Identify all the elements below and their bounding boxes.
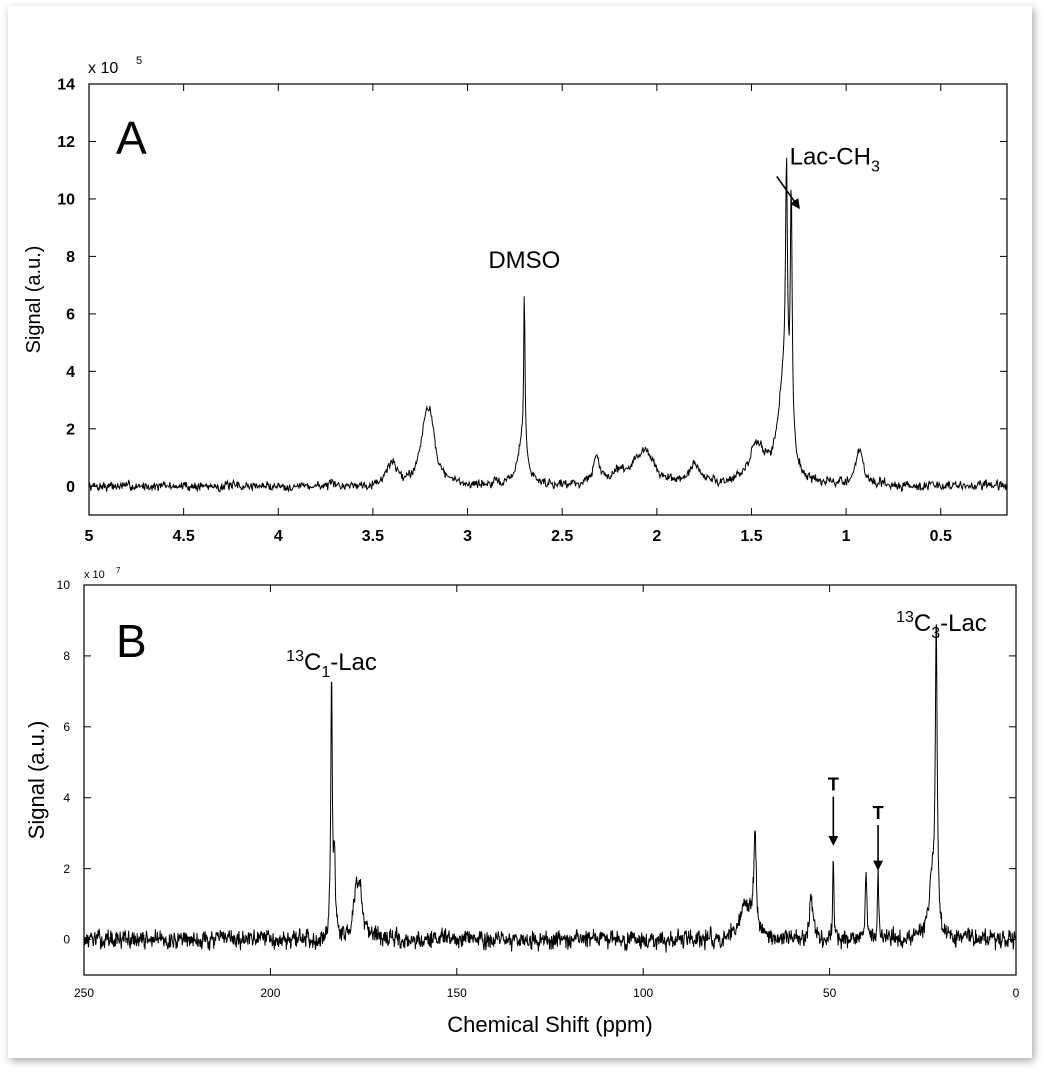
y-axis-label: Signal (a.u.): [23, 246, 45, 354]
y-multiplier: x 10 7: [84, 566, 121, 581]
x-tick-label: 0: [1013, 986, 1020, 1000]
plot-area-frame: [88, 83, 1008, 516]
x-tick-label: 3: [463, 528, 472, 545]
x-tick-label: 4.5: [173, 528, 195, 545]
y-multiplier-exponent: 7: [116, 566, 121, 575]
panel-a: A x 10 5 5 4.5 4 3.5 3 2.5 2 1.5 1 0.5 0 2 4 6 8 10 12 14…: [23, 55, 1008, 545]
peak-annotation: 13C1-Lac: [286, 648, 377, 681]
x-tick-label: 3.5: [362, 528, 384, 545]
x-tick-label: 1: [842, 528, 851, 545]
y-tick-label: 4: [63, 791, 70, 805]
x-tick-label: 4: [274, 528, 283, 545]
y-tick-label: 2: [63, 862, 70, 876]
y-tick-label: 12: [57, 134, 75, 151]
y-multiplier-exponent: 5: [136, 55, 142, 67]
peak-annotation: DMSO: [488, 247, 560, 274]
x-tick-label: 5: [85, 528, 94, 545]
y-tick-label: 0: [63, 933, 70, 947]
spectra-figure: A x 10 5 5 4.5 4 3.5 3 2.5 2 1.5 1 0.5 0 2 4 6 8 10 12 14…: [23, 55, 1020, 1037]
y-multiplier-base: x 10: [84, 569, 105, 581]
spectrum-trace: [83, 624, 1017, 953]
y-tick-label: 2: [66, 421, 75, 438]
y-tick-label: 14: [57, 77, 75, 94]
peak-annotation: T: [828, 775, 839, 795]
y-tick-label: 10: [57, 578, 71, 592]
annotation-arrow: [776, 175, 800, 210]
y-multiplier-base: x 10: [88, 60, 118, 77]
y-multiplier: x 10 5: [88, 55, 142, 77]
x-tick-label: 0.5: [930, 528, 952, 545]
x-tick-label: 250: [74, 986, 94, 1000]
panel-b: B x 10 7 250 200 150 100 50 0 0 2 4 6 8 10 Signal (a…: [24, 566, 1020, 1037]
peak-annotation: Lac-CH3: [790, 143, 880, 175]
y-tick-label: 6: [66, 306, 75, 323]
y-tick-label: 10: [57, 192, 75, 209]
x-tick-label: 2: [652, 528, 661, 545]
x-axis-label: Chemical Shift (ppm): [447, 1012, 652, 1037]
x-tick-label: 2.5: [551, 528, 573, 545]
x-tick-label: 1.5: [740, 528, 762, 545]
y-tick-label: 6: [63, 720, 70, 734]
figure-frame: A x 10 5 5 4.5 4 3.5 3 2.5 2 1.5 1 0.5 0 2 4 6 8 10 12 14…: [8, 6, 1032, 1058]
x-tick-label: 200: [260, 986, 280, 1000]
y-tick-label: 0: [66, 479, 75, 496]
peak-annotation: 13C3-Lac: [896, 609, 987, 642]
spectrum-trace: [88, 157, 1008, 493]
y-tick-label: 8: [63, 649, 70, 663]
panel-label: A: [116, 112, 147, 164]
x-tick-label: 100: [633, 986, 653, 1000]
x-tick-label: 50: [823, 986, 837, 1000]
peak-annotation: T: [873, 803, 884, 823]
x-tick-label: 150: [447, 986, 467, 1000]
panel-label: B: [116, 615, 147, 667]
y-tick-label: 8: [66, 249, 75, 266]
y-axis-label: Signal (a.u.): [24, 721, 49, 840]
y-tick-label: 4: [66, 364, 75, 381]
plot-area-frame: [83, 584, 1017, 976]
